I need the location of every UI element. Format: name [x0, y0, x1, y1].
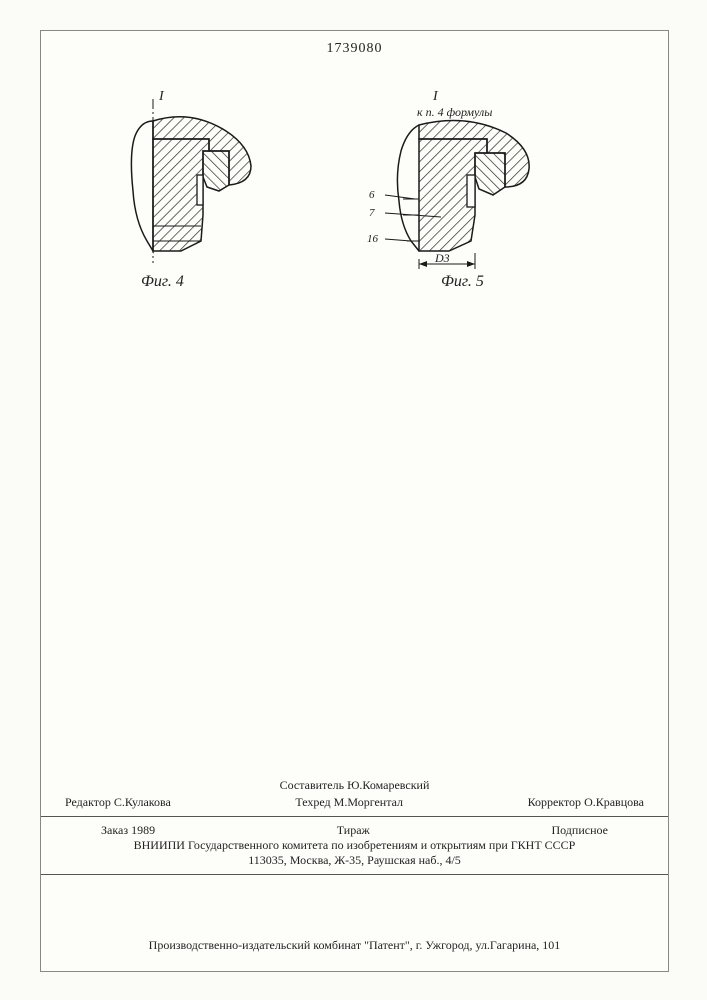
- callout-6: 6: [369, 189, 375, 201]
- dimension-d3: D3: [435, 251, 450, 266]
- callout-7: 7: [369, 207, 375, 219]
- fig4-section-label: I: [159, 89, 164, 105]
- techred-name: М.Моргентал: [334, 795, 403, 809]
- address-line-2: 113035, Москва, Ж-35, Раушская наб., 4/5: [41, 853, 668, 868]
- credits-row: Редактор С.Кулакова Техред М.Моргентал К…: [41, 795, 668, 810]
- figure-5: I к п. 4 формулы: [371, 91, 581, 286]
- figures-area: I: [111, 91, 611, 321]
- corrector-label: Корректор: [528, 795, 582, 809]
- podpisnoe: Подписное: [551, 823, 608, 838]
- fig5-caption: Фиг. 5: [441, 273, 484, 291]
- order-no: 1989: [131, 823, 155, 837]
- techred-cell: Техред М.Моргентал: [295, 795, 403, 810]
- printer-line: Производственно-издательский комбинат "П…: [41, 938, 668, 953]
- corrector-cell: Корректор О.Кравцова: [528, 795, 644, 810]
- editor-name: С.Кулакова: [114, 795, 171, 809]
- fig4-caption: Фиг. 4: [141, 273, 184, 291]
- callout-16: 16: [367, 233, 378, 245]
- fig4-drawing: [111, 91, 286, 266]
- editor-cell: Редактор С.Кулакова: [65, 795, 171, 810]
- page-frame: 1739080 I: [40, 30, 669, 972]
- techred-label: Техред: [295, 795, 330, 809]
- editor-label: Редактор: [65, 795, 111, 809]
- credits-block: Составитель Ю.Комаревский Редактор С.Кул…: [41, 778, 668, 881]
- order-cell: Заказ 1989: [101, 823, 155, 838]
- tirazh-label: Тираж: [337, 823, 370, 838]
- corrector-name: О.Кравцова: [584, 795, 644, 809]
- patent-number: 1739080: [41, 41, 668, 57]
- figure-4: I: [111, 91, 286, 271]
- compiler-name: Ю.Комаревский: [347, 778, 429, 792]
- compiler-label: Составитель: [280, 778, 344, 792]
- order-line: Заказ 1989 Тираж Подписное: [41, 823, 668, 838]
- address-line-1: ВНИИПИ Государственного комитета по изоб…: [41, 838, 668, 853]
- fig5-section-label: I: [433, 89, 438, 105]
- order-label: Заказ: [101, 823, 128, 837]
- divider-1: [41, 816, 668, 817]
- divider-2: [41, 874, 668, 875]
- compiler-line: Составитель Ю.Комаревский: [41, 778, 668, 793]
- fig5-note: к п. 4 формулы: [417, 105, 492, 120]
